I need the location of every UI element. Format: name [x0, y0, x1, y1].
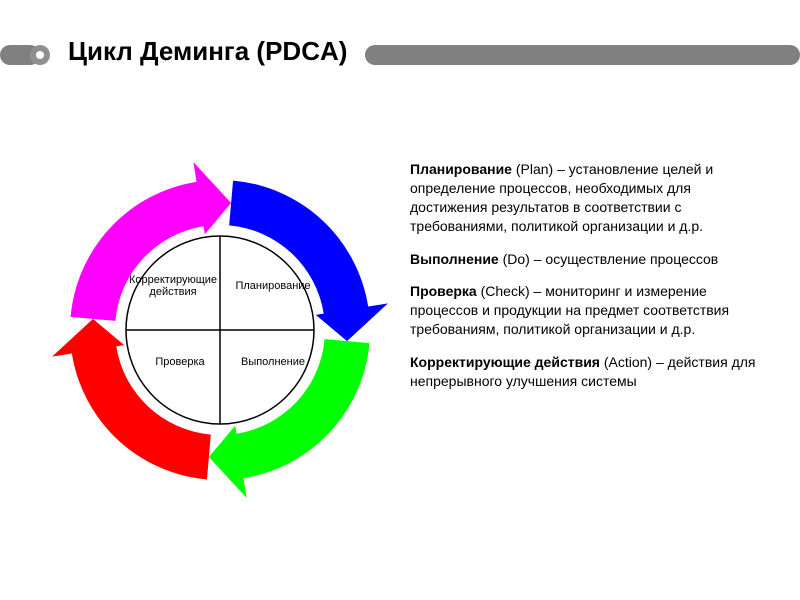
- desc-plan: Планирование (Plan) – установление целей…: [410, 160, 770, 236]
- desc-do: Выполнение (Do) – осуществление процессо…: [410, 250, 770, 269]
- quad-label-do: Выполнение: [228, 356, 318, 368]
- title-bar-right: [365, 45, 800, 65]
- quad-label-plan: Планирование: [228, 280, 318, 292]
- title-bullet: [30, 45, 50, 65]
- title-row: Цикл Деминга (PDCA): [0, 36, 800, 73]
- descriptions-column: Планирование (Plan) – установление целей…: [410, 160, 770, 405]
- quad-label-check: Проверка: [135, 356, 225, 368]
- page-title: Цикл Деминга (PDCA): [50, 36, 365, 73]
- pdca-svg: [50, 160, 390, 500]
- desc-check: Проверка (Check) – мониторинг и измерени…: [410, 282, 770, 339]
- quad-label-action: Корректирующие действия: [128, 274, 218, 298]
- desc-action: Корректирующие действия (Action) – дейст…: [410, 353, 770, 391]
- pdca-diagram: Планирование Корректирующие действия Про…: [50, 160, 390, 500]
